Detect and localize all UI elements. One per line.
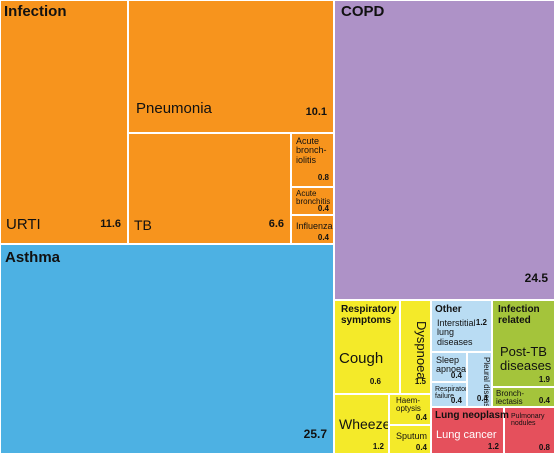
treemap-tile-pulmonary-nodules: Pulmonary nodules 0.8	[504, 407, 555, 454]
tile-value: 11.6	[100, 218, 121, 230]
tile-value: 0.6	[369, 377, 381, 386]
tile-value: 6.6	[268, 218, 284, 230]
group-label-asthma: Asthma	[5, 249, 61, 266]
tile-value: 1.2	[372, 442, 384, 451]
group-label-lung-neoplasm: Lung neoplasm	[435, 410, 509, 421]
tile-label: Sputum	[396, 431, 428, 441]
tile-value: 24.5	[524, 271, 548, 285]
tile-label: Acute bronch- iolitis	[296, 136, 327, 165]
group-label-infection-related: Infection related	[498, 304, 540, 326]
tile-label: Pneumonia	[136, 100, 212, 117]
treemap-tile-tb: TB 6.6	[128, 133, 291, 244]
tile-label: Lung cancer	[436, 429, 497, 441]
tile-label: Interstitial lung diseases	[437, 318, 476, 347]
tile-value: 10.1	[305, 106, 327, 118]
tile-value: 1.2	[487, 442, 499, 451]
tile-label: Dyspnoea	[414, 321, 429, 380]
tile-value: 25.7	[303, 427, 327, 441]
treemap-tile-copd: 24.5	[334, 0, 555, 300]
treemap-tile-haem-optysis: Haem- optysis 0.4	[389, 394, 431, 425]
tile-label: Sleep apnoea	[436, 355, 467, 375]
tile-value: 0.4	[450, 396, 462, 405]
treemap-tile-pleural-disease: Pleural disease 0.4	[467, 352, 492, 407]
tile-value: 1.2	[475, 318, 487, 327]
tile-value: 0.8	[317, 173, 329, 182]
treemap-tile-dyspnoea: Dyspnoea 1.5	[400, 300, 431, 394]
tile-label: Pulmonary nodules	[511, 413, 545, 428]
treemap-tile-wheeze: Wheeze 1.2	[334, 394, 389, 454]
treemap-tile-acute-bronch-iolitis: Acute bronch- iolitis 0.8	[291, 133, 334, 187]
group-label-infection: Infection	[4, 3, 67, 20]
treemap-tile-pneumonia: Pneumonia 10.1	[128, 0, 334, 133]
treemap-tile-bronch-iectasis: Bronch- iectasis 0.4	[492, 387, 555, 407]
treemap-tile-influenza: Influenza 0.4	[291, 215, 334, 244]
tile-value: 0.8	[538, 443, 550, 452]
treemap-tile-acute-bronchitis: Acute bronchitis 0.4	[291, 187, 334, 215]
tile-label: Haem- optysis	[396, 396, 421, 414]
tile-value: 0.4	[450, 371, 462, 380]
treemap-tile-cough: Cough 0.6	[334, 300, 400, 394]
tile-value: 0.4	[538, 396, 550, 405]
tile-value: 0.4	[415, 443, 427, 452]
tile-label: Post-TB diseases	[500, 344, 552, 373]
tile-label: TB	[134, 217, 152, 234]
tile-label: Respiratory failure	[435, 386, 466, 401]
treemap-tile-interstitial-lung-diseases: Interstitial lung diseases 1.2	[431, 300, 492, 352]
tile-value: 0.4	[317, 233, 329, 242]
group-label-other: Other	[435, 304, 462, 315]
tile-label: Wheeze	[339, 416, 389, 432]
tile-label: URTI	[6, 216, 41, 234]
treemap-tile-lung-cancer: Lung cancer 1.2	[431, 407, 504, 454]
tile-value: 1.9	[538, 375, 550, 384]
group-label-respiratory-symptoms: Respiratory symptoms	[341, 304, 397, 326]
tile-value: 0.4	[476, 394, 488, 403]
tile-label: Cough	[339, 350, 384, 367]
tile-label: Bronch- iectasis	[496, 389, 525, 407]
tile-label: Influenza	[296, 221, 333, 231]
treemap-tile-sleep-apnoea: Sleep apnoea 0.4	[431, 352, 467, 382]
tile-value: 0.4	[317, 204, 329, 213]
tile-label: Acute bronchitis	[296, 189, 331, 207]
tile-value: 1.5	[414, 377, 426, 386]
treemap-tile-urti: URTI 11.6	[0, 0, 128, 244]
group-label-copd: COPD	[341, 3, 385, 20]
treemap-tile-sputum: Sputum 0.4	[389, 425, 431, 454]
treemap-tile-asthma: 25.7	[0, 244, 334, 454]
tile-value: 0.4	[415, 413, 427, 422]
